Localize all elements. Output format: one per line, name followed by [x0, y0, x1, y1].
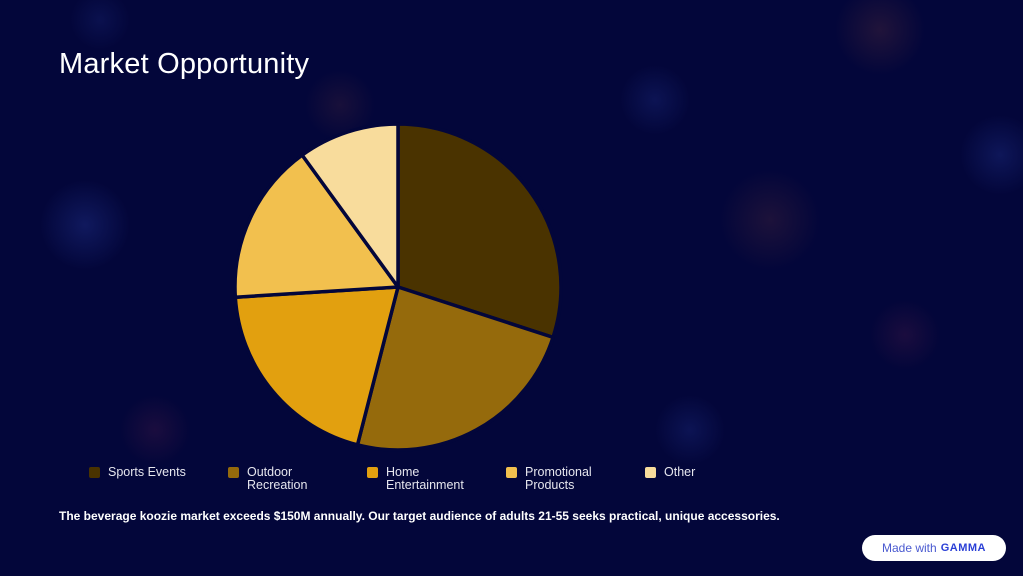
legend-label: Sports Events: [108, 465, 186, 479]
legend-swatch: [89, 467, 100, 478]
legend-item: Home Entertainment: [367, 466, 506, 492]
pie-chart: [233, 122, 563, 452]
badge-prefix: Made with: [882, 541, 937, 555]
pie-slice-outdoor-recreation: [355, 285, 555, 452]
legend-swatch: [228, 467, 239, 478]
gamma-logo: GAMMA: [940, 542, 986, 554]
legend-label: Outdoor Recreation: [247, 465, 308, 492]
legend-item: Other: [645, 466, 784, 492]
legend-swatch: [506, 467, 517, 478]
chart-legend: Sports Events Outdoor Recreation Home Ente…: [89, 466, 784, 492]
page-title: Market Opportunity: [59, 48, 310, 80]
pie-slice-sports-events: [396, 122, 563, 340]
legend-label: Other: [664, 465, 696, 479]
pie-slice-home-entertainment: [233, 285, 400, 447]
pie-slice-other: [300, 122, 400, 289]
made-with-gamma-badge[interactable]: Made with GAMMA: [862, 535, 1006, 561]
legend-item: Outdoor Recreation: [228, 466, 367, 492]
legend-swatch: [645, 467, 656, 478]
legend-label: Home Entertainment: [386, 465, 464, 492]
legend-label: Promotional Products: [525, 465, 592, 492]
legend-item: Promotional Products: [506, 466, 645, 492]
legend-swatch: [367, 467, 378, 478]
pie-slice-promotional-products: [233, 153, 400, 299]
market-caption: The beverage koozie market exceeds $150M…: [59, 509, 780, 523]
legend-item: Sports Events: [89, 466, 228, 492]
